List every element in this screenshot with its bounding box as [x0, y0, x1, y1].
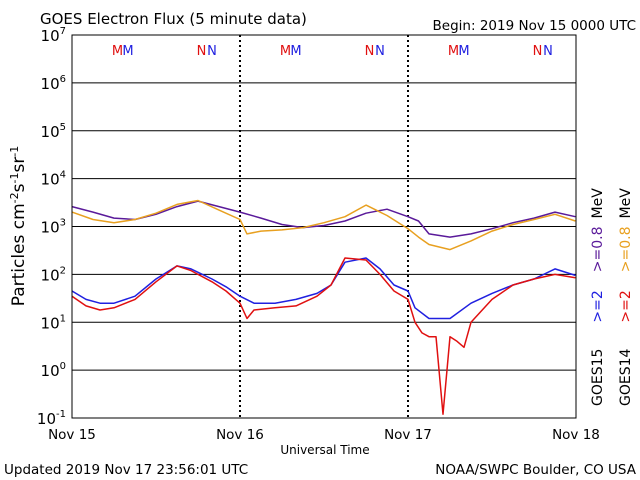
time-marker: N [365, 44, 375, 59]
x-tick-label: Nov 17 [384, 427, 432, 443]
time-marker: M [280, 44, 291, 59]
y-tick-label: 105 [41, 122, 66, 141]
x-tick-label: Nov 18 [552, 427, 600, 443]
y-tick-label: 101 [41, 313, 66, 332]
time-marker: M [290, 44, 301, 59]
time-marker: N [375, 44, 385, 59]
y-tick-label: 107 [41, 26, 66, 45]
series-line-goes14_e2 [71, 257, 576, 415]
series-line-goes15_e08 [71, 200, 576, 238]
updated-timestamp: Updated 2019 Nov 17 23:56:01 UTC [4, 462, 248, 478]
series-lines [71, 199, 576, 415]
time-marker: N [543, 44, 553, 59]
series-line-goes14_e08 [71, 199, 576, 251]
y-tick-label: 103 [41, 218, 66, 237]
chart-title: GOES Electron Flux (5 minute data) [40, 10, 307, 28]
time-marker: M [122, 44, 133, 59]
time-marker: N [197, 44, 207, 59]
y-tick-label: 102 [41, 265, 66, 284]
legend-goes15: GOES15>=2>=0.8MeV [590, 188, 606, 406]
source-credit: NOAA/SWPC Boulder, CO USA [435, 462, 637, 478]
time-marker: M [448, 44, 459, 59]
time-marker: N [207, 44, 217, 59]
legend: GOES15>=2>=0.8MeV GOES14>=2>=0.8MeV [590, 188, 634, 406]
x-axis-label: Universal Time [280, 443, 369, 457]
x-tick-labels: Nov 15 Nov 16 Nov 17 Nov 18 [48, 427, 600, 443]
time-marker: M [112, 44, 123, 59]
gridlines [72, 35, 576, 418]
x-tick-label: Nov 16 [216, 427, 264, 443]
time-marker: N [533, 44, 543, 59]
y-tick-labels: 107 106 105 104 103 102 101 100 10-1 [37, 26, 66, 428]
y-tick-label: 104 [41, 170, 66, 189]
series-line-goes15_e2 [71, 257, 576, 320]
y-tick-label: 100 [41, 361, 66, 380]
x-tick-label: Nov 15 [48, 427, 96, 443]
begin-date: Begin: 2019 Nov 15 0000 UTC [433, 18, 636, 34]
y-tick-label: 10-1 [37, 409, 66, 428]
y-axis-label: Particles cm-2s-1sr-1 [8, 146, 30, 307]
y-tick-label: 106 [41, 74, 66, 93]
plot-frame [71, 34, 577, 419]
time-marker: M [458, 44, 469, 59]
legend-goes14: GOES14>=2>=0.8MeV [618, 188, 634, 406]
